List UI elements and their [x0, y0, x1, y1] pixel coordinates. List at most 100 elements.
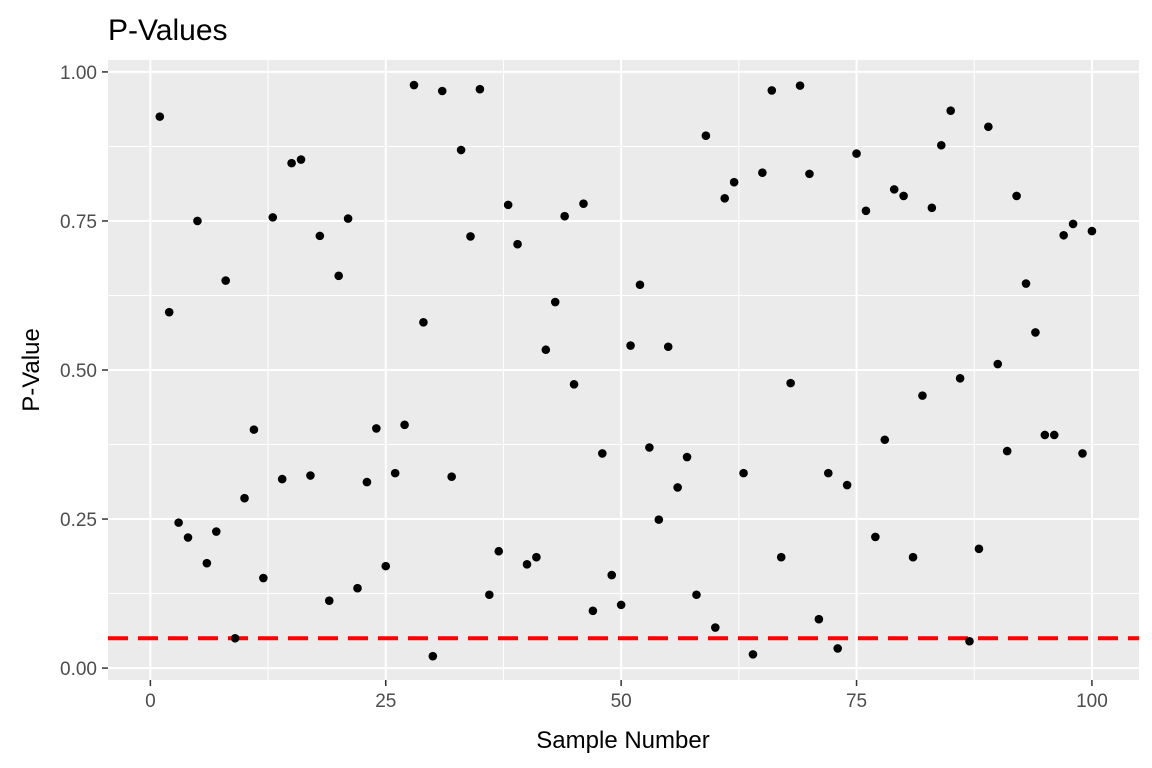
- data-point: [616, 600, 626, 610]
- data-point: [852, 149, 861, 158]
- data-point: [871, 532, 880, 542]
- data-point: [588, 606, 598, 616]
- data-point: [598, 449, 607, 458]
- data-point: [353, 583, 362, 593]
- data-point: [946, 106, 955, 115]
- data-point: [701, 131, 711, 141]
- data-point: [428, 651, 438, 661]
- y-axis-ticks: 0.00 0.25 0.50 0.75 1.00: [60, 63, 108, 680]
- data-point: [1049, 430, 1059, 440]
- data-point: [324, 596, 334, 606]
- y-tick-label: 0.75: [60, 212, 97, 233]
- data-point: [174, 518, 183, 527]
- data-point: [663, 342, 673, 352]
- data-point: [833, 644, 843, 653]
- data-point: [475, 84, 485, 94]
- data-point: [795, 81, 805, 90]
- data-point: [437, 86, 447, 96]
- data-point: [908, 552, 918, 562]
- data-point: [1021, 279, 1031, 288]
- data-point: [513, 239, 522, 249]
- data-point: [155, 112, 165, 121]
- data-point: [579, 199, 588, 208]
- data-point: [221, 276, 230, 285]
- x-tick-label: 100: [1076, 691, 1108, 712]
- data-point: [758, 168, 767, 177]
- data-point: [503, 200, 513, 210]
- data-point: [211, 527, 221, 536]
- x-tick-label: 0: [145, 691, 156, 712]
- data-point: [1078, 449, 1087, 458]
- data-point: [343, 214, 353, 223]
- data-point: [381, 561, 391, 571]
- data-point: [240, 493, 249, 503]
- data-point: [1068, 219, 1078, 229]
- data-point: [494, 546, 504, 556]
- data-point: [1087, 226, 1097, 236]
- data-point: [720, 194, 730, 203]
- data-point: [569, 380, 579, 389]
- chart-title: P-Values: [108, 14, 228, 47]
- data-point: [673, 483, 682, 492]
- data-point: [334, 271, 343, 281]
- data-point: [560, 211, 569, 221]
- data-point: [541, 345, 551, 355]
- data-point: [729, 177, 739, 187]
- data-point: [654, 515, 664, 524]
- data-point: [936, 140, 946, 150]
- data-point: [164, 307, 174, 317]
- data-point: [974, 544, 984, 554]
- data-point: [993, 359, 1003, 369]
- data-point: [748, 650, 758, 659]
- data-point: [230, 633, 240, 643]
- data-point: [889, 185, 899, 194]
- data-point: [362, 477, 372, 487]
- y-tick-label: 0.50: [60, 361, 97, 382]
- data-point: [861, 206, 871, 216]
- data-point: [1059, 230, 1068, 240]
- data-point: [692, 590, 701, 600]
- data-point: [927, 203, 937, 213]
- x-axis-ticks: 0 25 50 75 100: [145, 680, 1108, 712]
- data-point: [372, 424, 381, 433]
- data-point: [522, 560, 532, 569]
- data-point: [607, 570, 617, 580]
- y-tick-label: 0.25: [60, 510, 97, 531]
- data-point: [635, 280, 645, 290]
- data-point: [739, 468, 748, 478]
- data-point: [390, 468, 400, 478]
- major-gridlines: [108, 60, 1139, 680]
- data-point: [899, 191, 908, 201]
- data-point: [786, 378, 795, 388]
- data-point: [296, 155, 306, 164]
- data-point: [1040, 430, 1050, 440]
- data-point: [842, 480, 852, 490]
- data-point: [287, 158, 296, 168]
- data-point: [776, 552, 786, 562]
- data-point: [805, 169, 814, 179]
- data-point: [249, 425, 259, 434]
- y-tick-label: 0.00: [60, 659, 97, 680]
- data-point: [1012, 191, 1021, 201]
- data-point: [183, 533, 193, 542]
- data-point: [711, 623, 720, 632]
- data-point: [456, 145, 466, 155]
- data-point: [193, 216, 202, 226]
- data-point: [626, 341, 635, 350]
- data-point: [466, 232, 475, 241]
- data-point: [645, 443, 654, 452]
- data-point: [823, 468, 833, 478]
- data-point: [202, 558, 212, 568]
- data-point: [400, 420, 409, 430]
- data-point: [306, 471, 315, 480]
- data-point: [767, 86, 777, 95]
- data-point: [1002, 446, 1012, 456]
- data-point: [419, 318, 428, 327]
- data-point: [965, 636, 974, 646]
- data-point: [447, 472, 456, 482]
- data-point: [955, 374, 965, 383]
- data-point: [682, 452, 692, 462]
- x-axis-title: Sample Number: [536, 727, 709, 754]
- x-tick-label: 75: [846, 691, 867, 712]
